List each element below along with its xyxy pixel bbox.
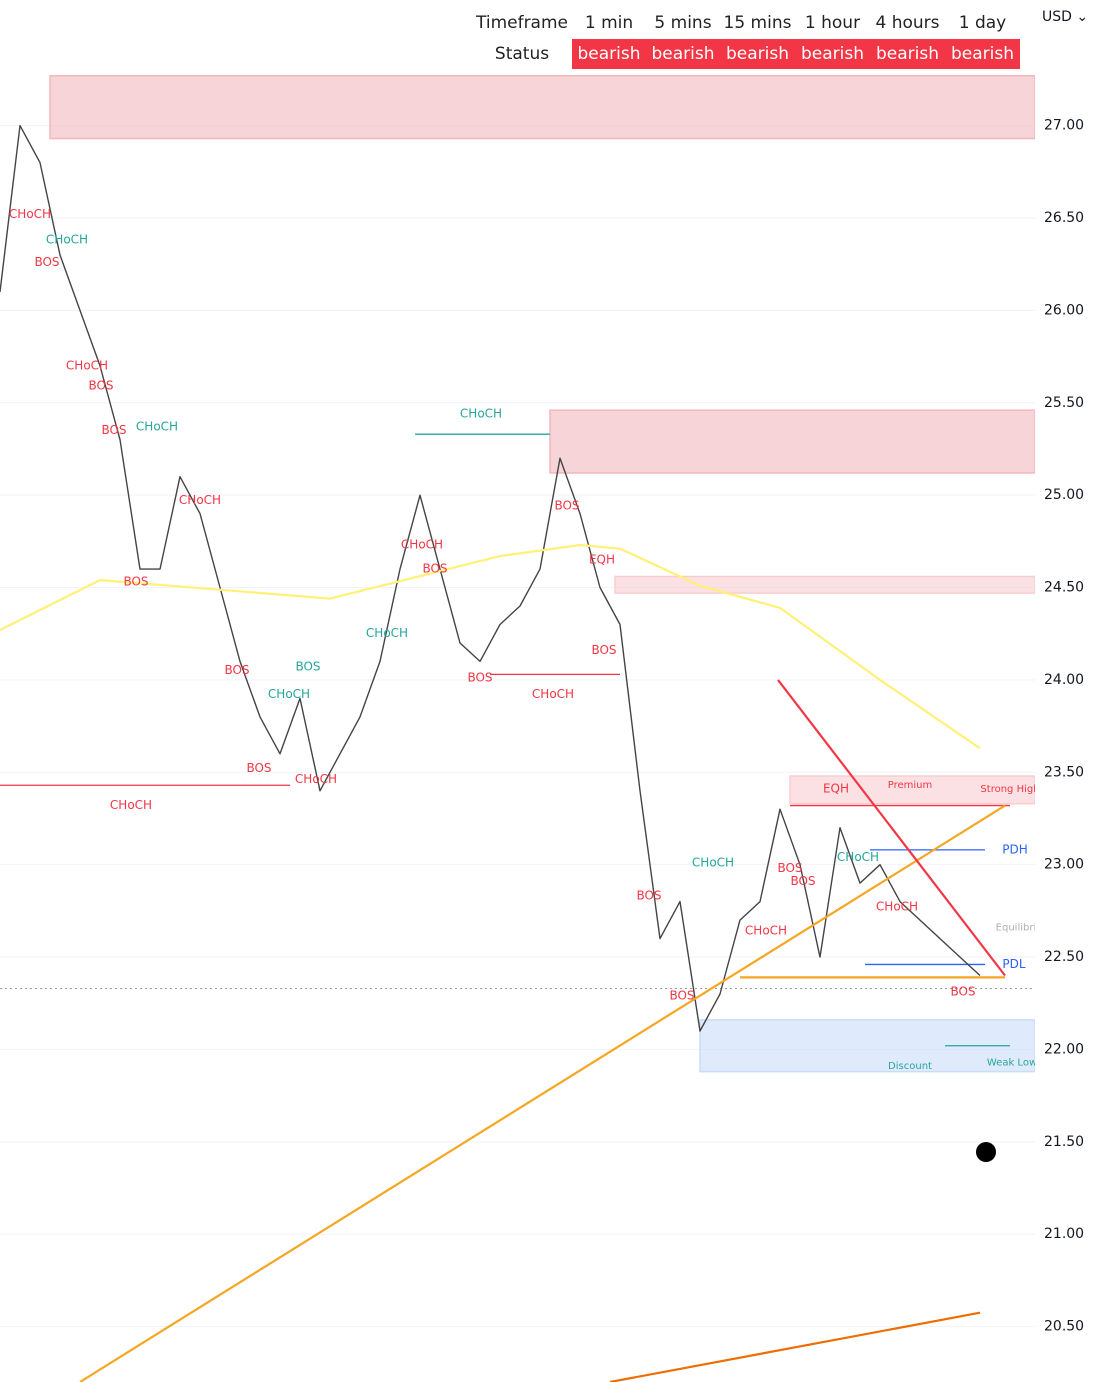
- table-cell: bearish: [870, 39, 945, 69]
- annotation: Weak Low: [987, 1057, 1037, 1068]
- annotation: PDL: [1002, 957, 1025, 971]
- annotation: CHoCH: [532, 687, 574, 701]
- annotation: CHoCH: [837, 850, 879, 864]
- y-tick-label: 22.00: [1044, 1041, 1084, 1057]
- annotation: BOS: [246, 761, 271, 775]
- indicator-line: [609, 1311, 981, 1382]
- y-tick-label: 25.00: [1044, 487, 1084, 503]
- annotation: CHoCH: [401, 538, 443, 552]
- annotation: CHoCH: [110, 798, 152, 812]
- price-line: [0, 124, 981, 1032]
- table-cell: 5 mins: [654, 13, 712, 33]
- annotation: Equilibrium: [996, 922, 1053, 933]
- annotation: Discount: [888, 1061, 932, 1072]
- y-tick-label: 22.50: [1044, 949, 1084, 965]
- annotation: CHoCH: [876, 900, 918, 914]
- zone: [549, 409, 1035, 474]
- annotation: BOS: [123, 574, 148, 588]
- table-cell: bearish: [945, 39, 1020, 69]
- table-cell: Status: [494, 44, 550, 64]
- y-tick-label: 24.00: [1044, 672, 1084, 688]
- y-tick-label: 26.50: [1044, 210, 1084, 226]
- annotation: BOS: [224, 663, 249, 677]
- table-cell: Timeframe: [475, 13, 568, 33]
- table-cell: 15 mins: [723, 13, 792, 33]
- table-cell: bearish: [646, 39, 720, 69]
- annotation: BOS: [34, 255, 59, 269]
- annotation: Premium: [888, 780, 933, 791]
- currency: USD: [1042, 9, 1072, 25]
- annotation: CHoCH: [136, 419, 178, 433]
- zone: [49, 75, 1035, 140]
- annotation: CHoCH: [295, 772, 337, 786]
- table-cell: 1 hour: [804, 13, 861, 33]
- annotation: BOS: [636, 889, 661, 903]
- y-tick-label: 27.00: [1044, 118, 1084, 134]
- annotation: CHoCH: [179, 493, 221, 507]
- y-tick-label: 25.50: [1044, 395, 1084, 411]
- annotation: BOS: [88, 379, 113, 393]
- table-cell: 1 min: [584, 13, 634, 33]
- cursor-dot: [976, 1142, 996, 1162]
- indicator-line: [0, 543, 981, 750]
- annotation: CHoCH: [460, 406, 502, 420]
- zone: [614, 575, 1035, 594]
- table-cell: bearish: [572, 39, 646, 69]
- annotation: CHoCH: [692, 855, 734, 869]
- zone: [789, 775, 1035, 805]
- y-tick-label: 20.50: [1044, 1319, 1084, 1335]
- y-tick-label: 23.00: [1044, 857, 1084, 873]
- annotation: BOS: [669, 988, 694, 1002]
- price-axis: 20.50 21.00 21.50 22.00 22.50 23.00 23.50 24.00…: [1044, 118, 1084, 1335]
- annotation: CHoCH: [366, 626, 408, 640]
- table-cell: 4 hours: [875, 13, 940, 33]
- annotation: BOS: [950, 985, 975, 999]
- annotation: PDH: [1002, 842, 1028, 856]
- indicator-line: [777, 679, 1006, 977]
- annotation: BOS: [295, 659, 320, 673]
- y-tick-label: 24.50: [1044, 580, 1084, 596]
- annotation: CHoCH: [46, 233, 88, 247]
- annotation: Strong High: [980, 784, 1039, 795]
- y-tick-label: 26.00: [1044, 302, 1084, 318]
- table-cell: 1 day: [958, 13, 1007, 33]
- annotation: BOS: [790, 874, 815, 888]
- annotation: EQH: [589, 552, 615, 566]
- annotation: CHoCH: [66, 358, 108, 372]
- indicator-line: [79, 804, 1006, 1382]
- annotation: EQH: [823, 781, 849, 795]
- currency-button[interactable]: USD ⌄: [1036, 3, 1096, 31]
- y-tick-label: 21.00: [1044, 1226, 1084, 1242]
- annotation: BOS: [777, 861, 802, 875]
- annotation: BOS: [591, 643, 616, 657]
- table-cell: bearish: [720, 39, 795, 69]
- annotation: CHoCH: [9, 207, 51, 221]
- y-tick-label: 21.50: [1044, 1134, 1084, 1150]
- table-cell: bearish: [795, 39, 870, 69]
- annotation: BOS: [422, 562, 447, 576]
- annotation: BOS: [554, 499, 579, 513]
- annotation: CHoCH: [745, 924, 787, 938]
- annotation: BOS: [101, 423, 126, 437]
- annotation: BOS: [467, 671, 492, 685]
- annotation: CHoCH: [268, 687, 310, 701]
- y-tick-label: 23.50: [1044, 764, 1084, 780]
